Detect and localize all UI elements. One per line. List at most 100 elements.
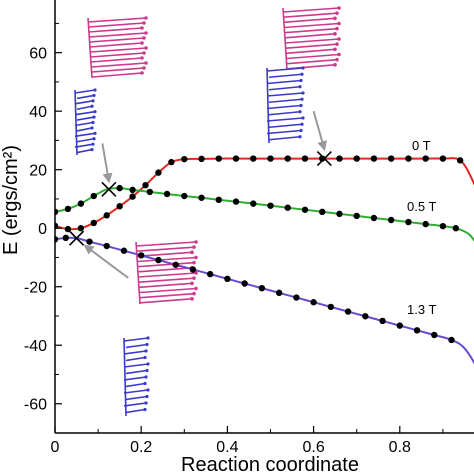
data-point <box>353 212 360 220</box>
data-point <box>353 155 360 162</box>
spin-arrow <box>76 137 95 143</box>
saddle-point-marker <box>68 230 85 246</box>
spin-arrow-head <box>142 21 146 25</box>
spin-arrow <box>137 267 193 273</box>
data-point <box>90 192 97 200</box>
data-point <box>284 155 291 162</box>
spin-arrow <box>285 43 338 49</box>
y-ticks: -60 -40 -20 0 20 40 60 <box>24 22 62 414</box>
y-tick-label: 0 <box>38 221 47 238</box>
spin-arrow <box>74 143 94 148</box>
data-point <box>431 331 438 339</box>
data-point <box>129 193 136 200</box>
x-ticks: 0 0.2 0.4 0.6 0.8 <box>51 426 444 456</box>
spin-arrow <box>91 57 143 63</box>
saddle-point-marker <box>316 151 332 167</box>
spin-arrow <box>266 117 304 122</box>
spin-arrow-head <box>337 6 341 10</box>
spin-arrow-head <box>140 56 144 60</box>
spin-arrow-head <box>143 407 147 412</box>
spin-chain <box>282 7 288 71</box>
data-point <box>310 299 317 306</box>
data-point <box>215 155 222 162</box>
spin-arrow-head <box>337 21 341 26</box>
spin-arrow <box>74 132 96 138</box>
spin-arrow-head <box>192 245 196 249</box>
spin-arrow <box>90 52 145 58</box>
spin-chain <box>74 89 78 156</box>
spin-arrow <box>123 350 147 355</box>
spin-arrow <box>283 17 336 24</box>
data-point <box>64 205 72 213</box>
data-point <box>142 181 149 189</box>
spin-arrow <box>91 62 147 68</box>
data-point <box>267 202 274 209</box>
spin-arrow-head <box>194 286 198 291</box>
spin-arrow <box>89 42 143 48</box>
spin-arrow <box>89 32 147 38</box>
spin-arrow-head <box>145 394 149 399</box>
spin-arrow <box>282 7 340 13</box>
spin-arrow <box>286 53 340 60</box>
spin-arrow-head <box>140 41 144 45</box>
data-point <box>250 200 257 207</box>
data-point <box>181 192 188 200</box>
data-point <box>172 261 179 268</box>
spin-arrow <box>123 337 149 342</box>
spin-arrow-head <box>145 368 149 373</box>
data-point <box>387 155 395 162</box>
data-point <box>439 222 447 230</box>
data-point <box>422 155 429 162</box>
data-point <box>116 184 123 192</box>
spin-arrow-head <box>140 71 144 75</box>
spin-arrow-head <box>142 66 146 70</box>
x-tick-label: 0 <box>51 439 60 456</box>
spin-arrow <box>268 85 301 91</box>
spin-arrow-head <box>333 63 337 67</box>
data-point <box>327 303 335 311</box>
spin-arrow <box>137 256 197 263</box>
data-point <box>293 294 300 301</box>
spin-arrow <box>76 116 95 121</box>
spin-arrow-head <box>190 297 194 301</box>
spin-arrow <box>138 277 195 283</box>
spin-arrow <box>74 100 94 105</box>
spin-arrow-head <box>298 135 302 139</box>
spin-arrow-head <box>144 401 148 405</box>
spin-arrow-head <box>91 99 95 103</box>
y-axis-title: E (ergs/cm²) <box>0 145 22 255</box>
spin-arrow-head <box>333 16 337 21</box>
spin-arrow <box>90 47 147 53</box>
spin-arrow <box>266 67 304 72</box>
spin-arrow-head <box>192 276 196 280</box>
spin-arrow <box>286 48 336 55</box>
data-point <box>439 155 447 162</box>
data-point <box>267 155 274 162</box>
data-point <box>90 219 97 227</box>
spin-arrow-head <box>300 72 304 76</box>
spin-arrow <box>76 148 93 154</box>
spin-configuration-insets <box>74 6 341 417</box>
spin-arrow-head <box>92 115 96 119</box>
data-point <box>387 216 395 224</box>
spin-arrow-head <box>335 11 339 15</box>
data-point <box>116 203 123 210</box>
data-point <box>103 212 110 219</box>
spin-arrow-head <box>299 128 303 133</box>
spin-arrow-head <box>300 97 304 101</box>
data-point <box>181 155 188 163</box>
spin-arrow-head <box>143 381 147 386</box>
x-axis-title: Reaction coordinate <box>181 454 359 474</box>
spin-arrow <box>266 92 304 97</box>
spin-arrow <box>125 395 148 401</box>
spin-arrow-head <box>146 388 150 392</box>
spin-arrow-head <box>93 88 97 92</box>
spin-arrow <box>88 27 143 33</box>
spin-arrow <box>139 292 195 299</box>
data-point <box>301 155 309 162</box>
spin-arrow <box>74 110 96 116</box>
spin-arrow-head <box>90 126 94 130</box>
spin-arrow-head <box>335 42 339 46</box>
spin-arrow <box>76 105 93 111</box>
spin-arrow-head <box>93 110 97 114</box>
